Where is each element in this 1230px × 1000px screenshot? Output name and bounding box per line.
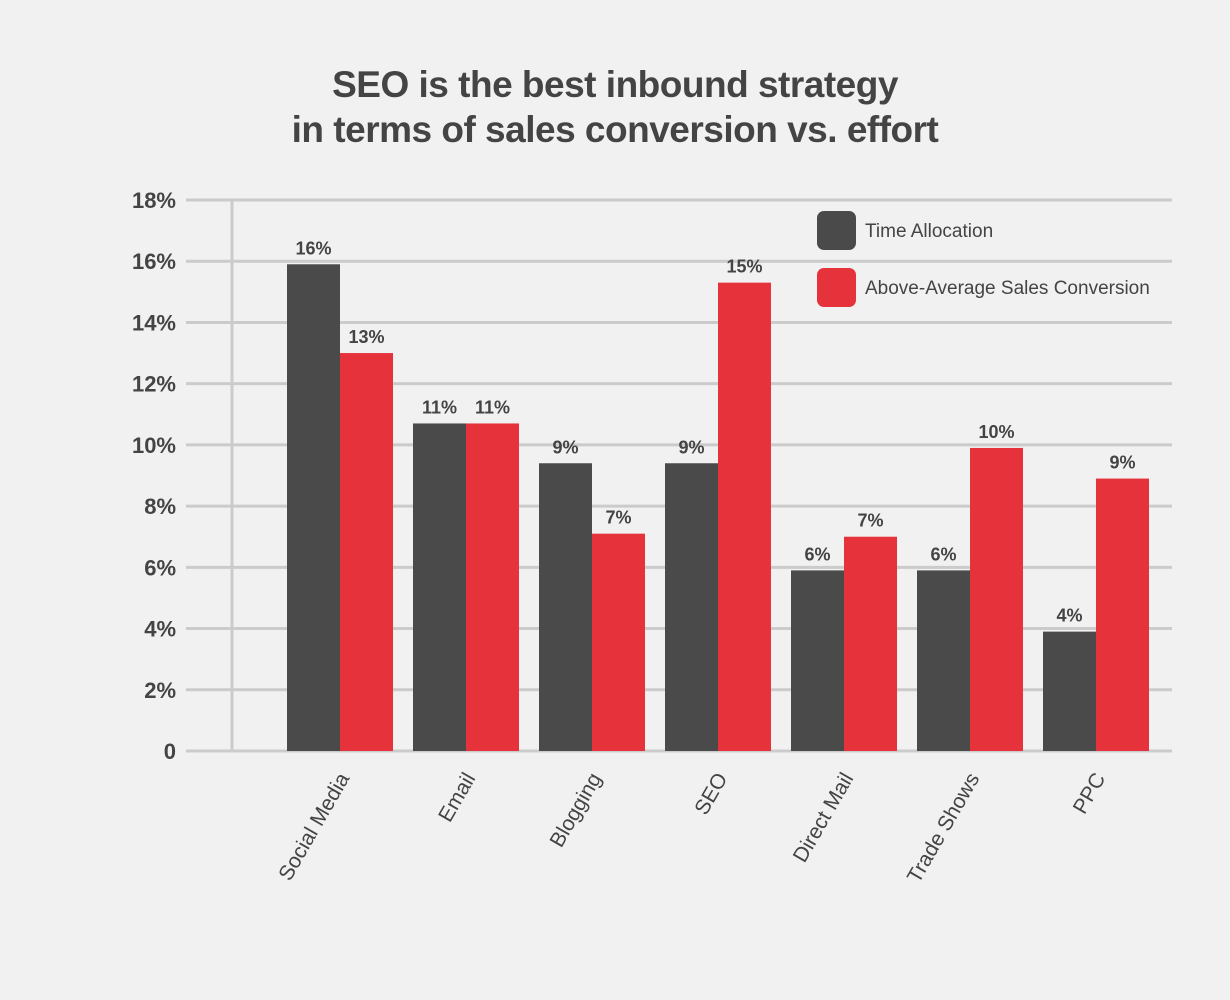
legend: Time Allocation Above-Average Sales Conve… bbox=[817, 211, 1150, 307]
data-label: 7% bbox=[857, 511, 883, 531]
bar-time-allocation bbox=[413, 423, 466, 751]
x-tick-label: Social Media bbox=[274, 769, 354, 885]
data-label: 11% bbox=[422, 397, 457, 417]
x-axis-tick-labels: Social Media Email Blogging SEO Direct Mail T… bbox=[274, 769, 1110, 887]
chart-title-line-1: SEO is the best inbound strategy bbox=[332, 64, 898, 105]
legend-swatch bbox=[817, 268, 856, 307]
data-labels: 16% 13% 11% 11% 9% 7% 9% 15% 6% 7% 6% 10% 4% 9% bbox=[295, 238, 1135, 625]
data-label: 13% bbox=[348, 327, 384, 347]
y-tick-label: 4% bbox=[144, 617, 176, 642]
x-tick-label: PPC bbox=[1069, 769, 1111, 818]
bar-time-allocation bbox=[917, 570, 970, 751]
x-tick-label: Blogging bbox=[546, 769, 607, 851]
bar-sales-conversion bbox=[718, 282, 771, 751]
y-tick-label: 18% bbox=[132, 188, 176, 213]
data-label: 4% bbox=[1056, 606, 1082, 626]
y-tick-label: 14% bbox=[132, 310, 176, 335]
chart-title-line-2: in terms of sales conversion vs. effort bbox=[291, 109, 939, 150]
data-label: 9% bbox=[678, 437, 704, 457]
x-tick-label: Trade Shows bbox=[903, 769, 984, 887]
data-label: 15% bbox=[726, 257, 762, 277]
chart-title: SEO is the best inbound strategy in term… bbox=[0, 62, 1230, 152]
y-tick-label: 12% bbox=[132, 372, 176, 397]
bar-time-allocation bbox=[665, 463, 718, 751]
bar-sales-conversion bbox=[970, 447, 1023, 751]
data-label: 10% bbox=[978, 422, 1014, 442]
bars bbox=[287, 264, 1149, 751]
data-label: 6% bbox=[804, 544, 830, 564]
y-tick-label: 8% bbox=[144, 494, 176, 519]
x-tick-label: Direct Mail bbox=[789, 769, 859, 866]
bar-sales-conversion bbox=[1096, 478, 1149, 751]
bar-time-allocation bbox=[287, 264, 340, 751]
bar-sales-conversion bbox=[340, 353, 393, 751]
bar-time-allocation bbox=[1043, 631, 1096, 751]
y-tick-label: 6% bbox=[144, 555, 176, 580]
legend-label: Time Allocation bbox=[865, 221, 993, 242]
y-tick-label: 16% bbox=[132, 249, 176, 274]
data-label: 6% bbox=[930, 544, 956, 564]
bar-sales-conversion bbox=[844, 536, 897, 751]
y-tick-label: 10% bbox=[132, 433, 176, 458]
bar-sales-conversion bbox=[592, 533, 645, 751]
y-tick-label: 2% bbox=[144, 678, 176, 703]
bar-time-allocation bbox=[539, 463, 592, 751]
data-label: 9% bbox=[552, 437, 578, 457]
data-label: 9% bbox=[1109, 453, 1135, 473]
x-tick-label: SEO bbox=[690, 769, 732, 819]
data-label: 11% bbox=[475, 397, 510, 417]
legend-label: Above-Average Sales Conversion bbox=[865, 278, 1150, 299]
x-tick-label: Email bbox=[434, 769, 480, 826]
bar-sales-conversion bbox=[466, 423, 519, 751]
bar-time-allocation bbox=[791, 570, 844, 751]
data-label: 7% bbox=[605, 508, 631, 528]
legend-swatch bbox=[817, 211, 856, 250]
y-tick-label: 0 bbox=[164, 739, 176, 764]
data-label: 16% bbox=[295, 238, 331, 258]
y-axis-tick-labels: 0 2% 4% 6% 8% 10% 12% 14% 16% 18% bbox=[132, 188, 176, 764]
